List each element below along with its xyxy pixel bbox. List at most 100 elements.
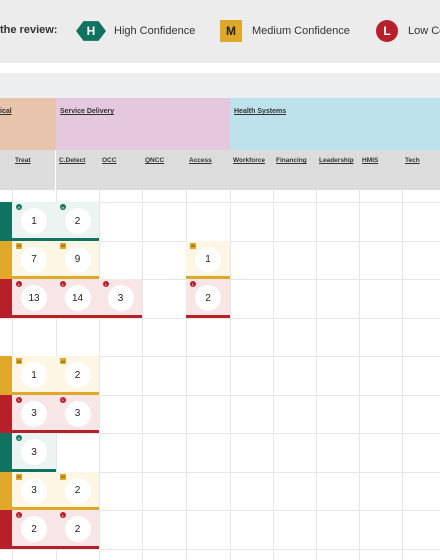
- evidence-cell[interactable]: L 13: [12, 279, 56, 318]
- column-header-access: Access: [186, 150, 230, 190]
- evidence-count: 2: [64, 362, 91, 389]
- column-financing-label[interactable]: Financing: [276, 157, 307, 164]
- high-confidence-label: High Confidence: [114, 25, 196, 37]
- low-confidence-badge-icon: L: [60, 396, 66, 403]
- column-qncc-label[interactable]: QNCC: [145, 157, 165, 164]
- grid-row-line: [0, 356, 440, 357]
- high-confidence-icon: H: [76, 21, 106, 41]
- grid-row-line: [0, 548, 440, 550]
- medium-confidence-badge-icon: M: [60, 242, 66, 249]
- column-workforce-label[interactable]: Workforce: [233, 157, 266, 164]
- group-health-systems-label[interactable]: Health Systems: [234, 108, 287, 115]
- grid-column-line: [359, 190, 360, 560]
- confidence-bar: [12, 237, 56, 241]
- evidence-cell-edge: [0, 356, 12, 395]
- column-tech-label[interactable]: Tech: [405, 157, 420, 164]
- column-treat-label[interactable]: Treat: [15, 157, 31, 164]
- confidence-bar: [12, 276, 56, 279]
- grid-row-line: [0, 394, 440, 396]
- column-header-treat: Treat: [12, 150, 55, 190]
- grid-column-line: [186, 190, 187, 560]
- grid-row-line: [0, 510, 440, 511]
- high-confidence-badge-icon: H: [16, 435, 22, 441]
- confidence-bar: [56, 237, 99, 241]
- evidence-cell-edge: [0, 202, 12, 241]
- column-cdetect-label[interactable]: C.Detect: [59, 157, 86, 164]
- medium-confidence-badge-icon: M: [190, 242, 196, 249]
- column-header-hmis: HMIS: [359, 150, 402, 190]
- evidence-cell[interactable]: L 14: [56, 279, 99, 318]
- medium-confidence-badge-icon: M: [16, 358, 22, 364]
- evidence-cell-edge: [0, 471, 12, 510]
- low-confidence-badge-icon: L: [60, 281, 66, 287]
- evidence-count: 2: [195, 285, 221, 312]
- evidence-count: 1: [21, 362, 47, 389]
- evidence-count: 1: [21, 208, 47, 235]
- medium-confidence-badge-icon: M: [16, 242, 22, 249]
- confidence-bar: [186, 314, 230, 318]
- confidence-bar: [12, 391, 56, 395]
- low-confidence-badge-icon: L: [60, 512, 66, 518]
- column-header-cdetect: C.Detect: [56, 150, 99, 190]
- low-confidence-badge-icon: L: [103, 281, 109, 287]
- high-confidence-badge-icon: H: [16, 204, 22, 210]
- evidence-count: 2: [64, 477, 91, 504]
- group-service-delivery-label[interactable]: Service Delivery: [60, 108, 115, 115]
- evidence-grid: H 1 H 2 M 7 M 9 M 1 L 13 L 14 L 3 L 2 M 1 M 2 L 3 L 3 H 3 M 3 M 2 L 2 L 2: [0, 190, 440, 560]
- low-confidence-label: Low Co: [408, 25, 440, 37]
- cell-background: [0, 394, 12, 433]
- column-hmis-label[interactable]: HMIS: [362, 157, 379, 164]
- evidence-count: 3: [21, 400, 47, 427]
- grid-row-line: [0, 317, 440, 319]
- cell-background: [0, 471, 12, 510]
- low-confidence-badge-icon: L: [16, 512, 22, 518]
- group-clinical-label[interactable]: ical: [0, 108, 12, 115]
- grid-column-line: [402, 190, 403, 560]
- evidence-cell-edge: [0, 240, 12, 279]
- evidence-cell-edge: [0, 279, 12, 318]
- high-confidence-badge-icon: H: [60, 204, 66, 210]
- evidence-cell-edge: [0, 433, 12, 472]
- medium-confidence-badge-icon: M: [60, 473, 66, 480]
- cell-background: [0, 510, 12, 549]
- low-confidence-icon: L: [376, 20, 398, 42]
- cell-background: [0, 356, 12, 395]
- medium-confidence-label: Medium Confidence: [252, 25, 350, 37]
- confidence-bar: [56, 276, 99, 279]
- confidence-legend: the review: H High Confidence M Medium C…: [0, 0, 440, 63]
- column-header-financing: Financing: [273, 150, 316, 190]
- group-health-systems: Health Systems: [230, 98, 440, 150]
- evidence-count: 7: [21, 246, 47, 273]
- evidence-count: 9: [64, 246, 91, 273]
- cell-background: [0, 202, 12, 241]
- medium-confidence-icon: M: [220, 20, 242, 42]
- column-header-tech: Tech: [402, 150, 440, 190]
- column-leadership-label[interactable]: Leadership: [319, 157, 354, 164]
- evidence-count: 14: [64, 285, 91, 312]
- column-access-label[interactable]: Access: [189, 157, 212, 164]
- confidence-bar: [56, 430, 99, 433]
- column-occ-label[interactable]: OCC: [102, 157, 117, 164]
- confidence-bar: [12, 430, 56, 433]
- column-header-occ: OCC: [99, 150, 142, 190]
- medium-confidence-badge-icon: M: [60, 358, 66, 364]
- grid-column-line: [142, 190, 143, 560]
- column-header-workforce: Workforce: [230, 150, 273, 190]
- evidence-cell-edge: [0, 394, 12, 433]
